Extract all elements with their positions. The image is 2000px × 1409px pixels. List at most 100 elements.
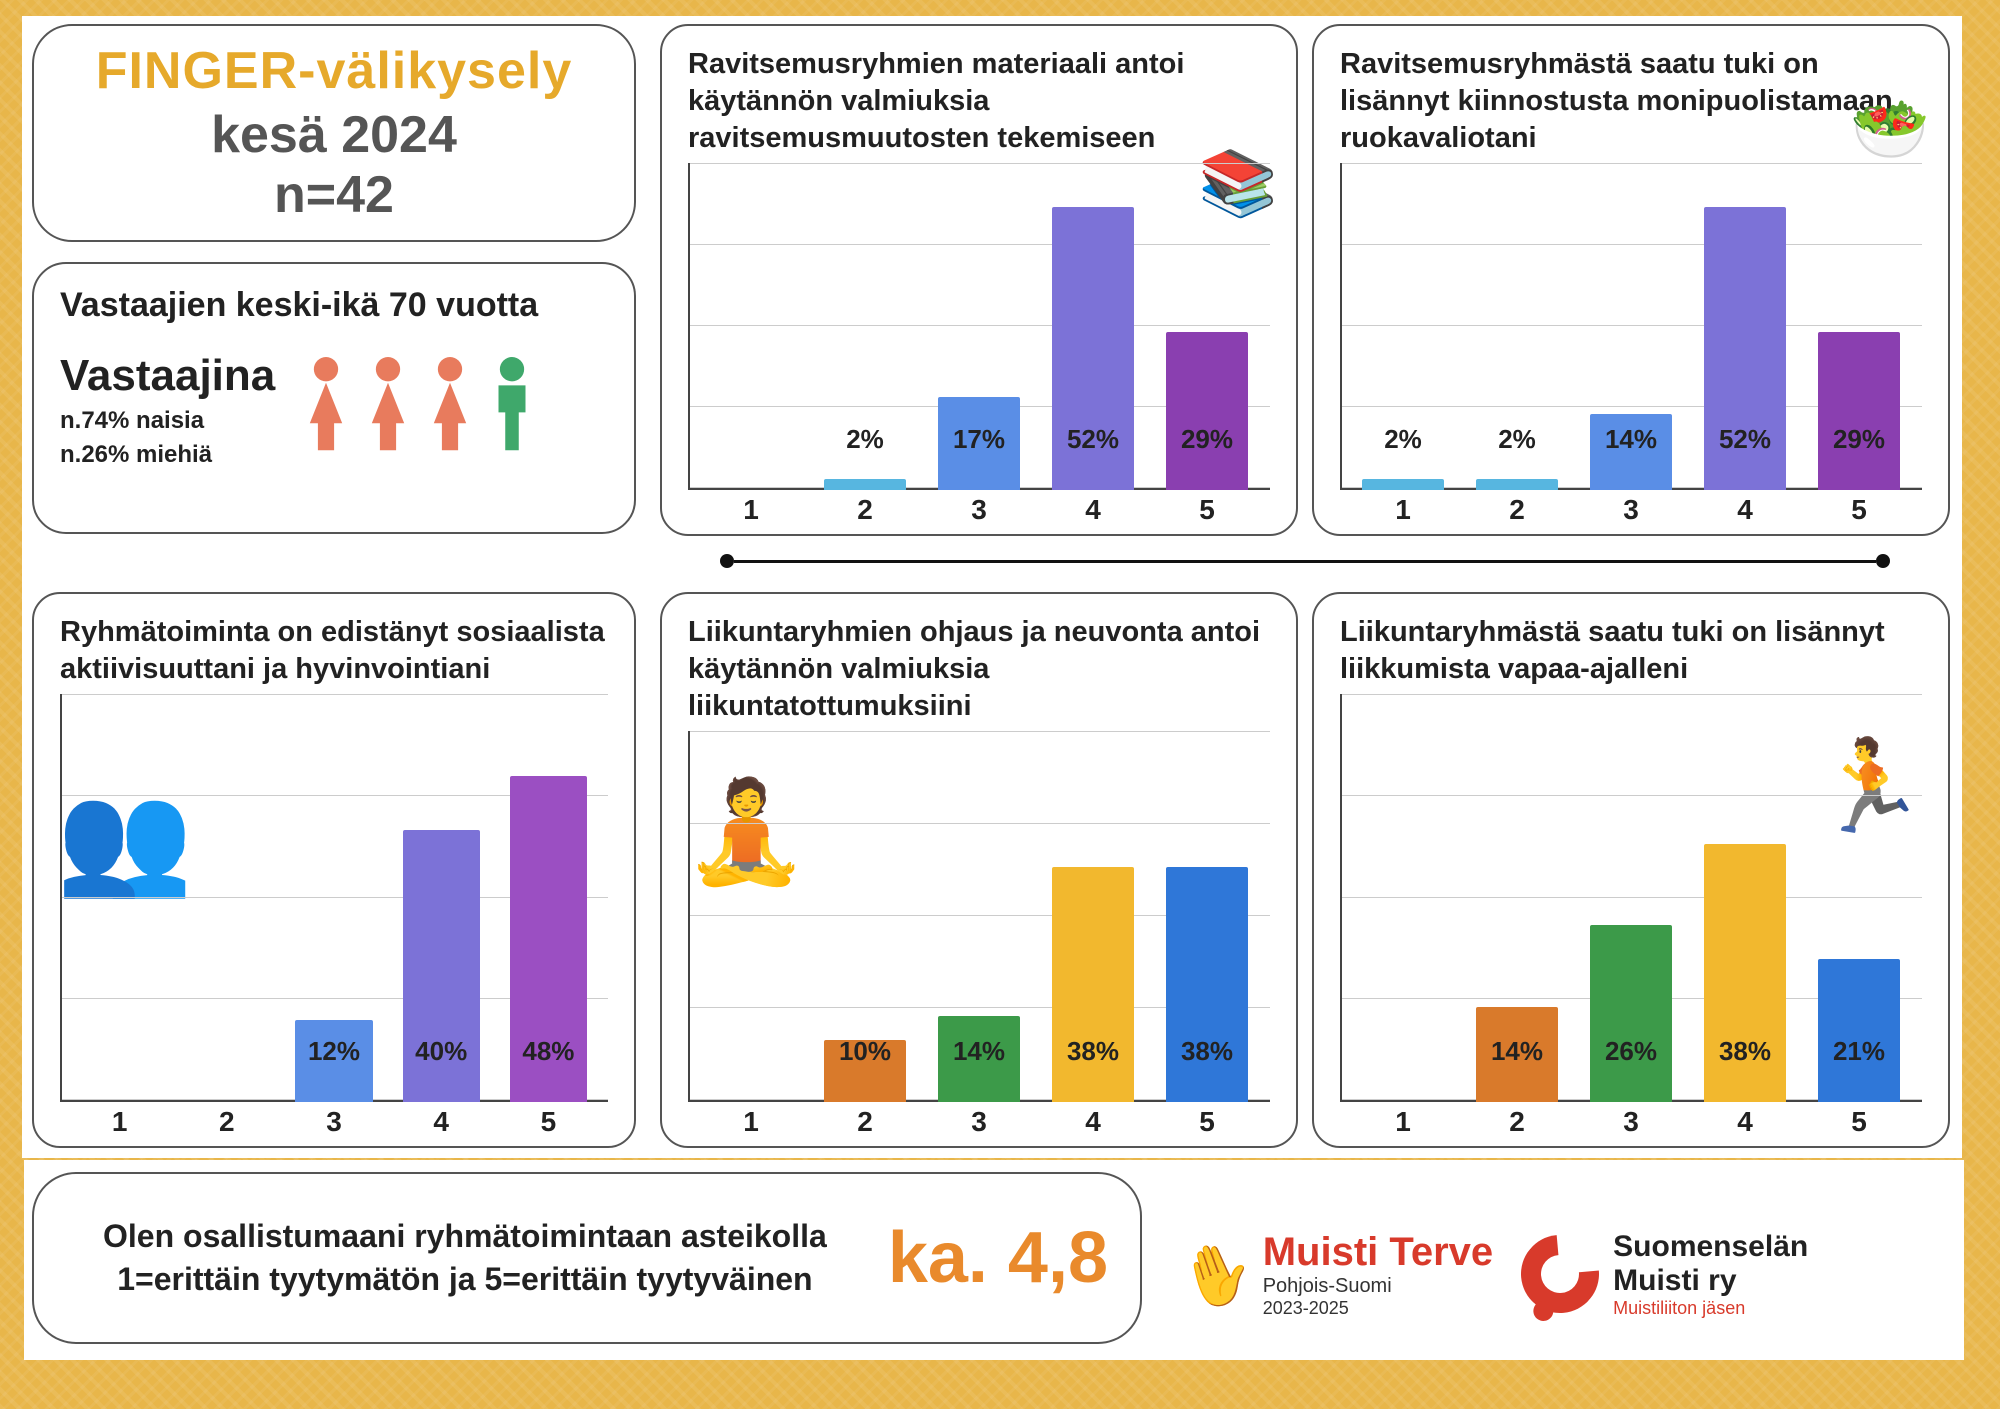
bar-col xyxy=(173,694,280,1102)
demographics-card: Vastaajien keski-ikä 70 vuotta Vastaajin… xyxy=(32,262,636,534)
bar-col: 17% xyxy=(922,163,1036,490)
bar-col: 26% xyxy=(1574,694,1688,1102)
logo-muisti-terve: ✋ Muisti Terve Pohjois-Suomi 2023-2025 xyxy=(1180,1230,1493,1319)
x-tick-label: 1 xyxy=(694,1106,808,1138)
x-tick-label: 5 xyxy=(1150,1106,1264,1138)
chart-bars: 2% 2% 14% 52% 29% xyxy=(1340,163,1922,490)
chart-xaxis: 12345 xyxy=(1340,490,1922,526)
bar-col: 14% xyxy=(1574,163,1688,490)
x-tick-label: 3 xyxy=(1574,1106,1688,1138)
x-tick-label: 4 xyxy=(1036,1106,1150,1138)
bar xyxy=(1166,332,1248,490)
question-mark-icon xyxy=(1505,1219,1615,1329)
bar-value-label: 38% xyxy=(1067,1036,1119,1067)
bar-value-label: 40% xyxy=(415,1036,467,1067)
women-pct: n.74% naisia xyxy=(60,407,275,435)
x-tick-label: 5 xyxy=(1150,494,1264,526)
chart-xaxis: 12345 xyxy=(60,1102,608,1138)
bar-col: 29% xyxy=(1802,163,1916,490)
x-tick-label: 5 xyxy=(495,1106,602,1138)
title-line2: kesä 2024 xyxy=(58,105,610,165)
person-female-icon xyxy=(299,347,353,472)
bar-value-label: 52% xyxy=(1719,424,1771,455)
summary-card: Olen osallistumaani ryhmätoimintaan aste… xyxy=(32,1172,1142,1344)
x-tick-label: 2 xyxy=(1460,1106,1574,1138)
bar xyxy=(1818,959,1900,1102)
title-card: FINGER-välikysely kesä 2024 n=42 xyxy=(32,24,636,242)
bar-col: 38% xyxy=(1688,694,1802,1102)
bar-value-label: 38% xyxy=(1181,1036,1233,1067)
bar-col: 21% xyxy=(1802,694,1916,1102)
bar xyxy=(824,479,906,490)
chart-bars: 14% 26% 38% 21% xyxy=(1340,694,1922,1102)
x-tick-label: 1 xyxy=(1346,1106,1460,1138)
bar-value-label: 17% xyxy=(953,424,1005,455)
x-tick-label: 5 xyxy=(1802,494,1916,526)
bar-value-label: 2% xyxy=(1498,424,1536,455)
bar-col: 2% xyxy=(1346,163,1460,490)
x-tick-label: 3 xyxy=(280,1106,387,1138)
bar-col xyxy=(66,694,173,1102)
title-line1: FINGER-välikysely xyxy=(58,41,610,101)
average-age-text: Vastaajien keski-ikä 70 vuotta xyxy=(60,286,608,325)
chart-nutrition-support: Ravitsemusryhmästä saatu tuki on lisänny… xyxy=(1312,24,1950,536)
bar-col: 40% xyxy=(388,694,495,1102)
hand-icon: ✋ xyxy=(1170,1228,1264,1320)
x-tick-label: 1 xyxy=(694,494,808,526)
bar-value-label: 2% xyxy=(846,424,884,455)
bar-col: 52% xyxy=(1036,163,1150,490)
x-tick-label: 4 xyxy=(388,1106,495,1138)
bar-value-label: 12% xyxy=(308,1036,360,1067)
bar-col: 2% xyxy=(808,163,922,490)
respondents-heading: Vastaajina xyxy=(60,351,275,401)
bar-col: 14% xyxy=(922,731,1036,1102)
x-tick-label: 2 xyxy=(173,1106,280,1138)
bar-col: 12% xyxy=(280,694,387,1102)
x-tick-label: 3 xyxy=(1574,494,1688,526)
bar-value-label: 38% xyxy=(1719,1036,1771,1067)
bar-col xyxy=(1346,694,1460,1102)
chart-bars: 2% 17% 52% 29% xyxy=(688,163,1270,490)
x-tick-label: 2 xyxy=(808,1106,922,1138)
chart-exercise-support: Liikuntaryhmästä saatu tuki on lisännyt … xyxy=(1312,592,1950,1148)
bar-col xyxy=(694,731,808,1102)
chart-xaxis: 12345 xyxy=(688,490,1270,526)
x-tick-label: 5 xyxy=(1802,1106,1916,1138)
chart-nutrition-material: Ravitsemusryhmien materiaali antoi käytä… xyxy=(660,24,1298,536)
men-pct: n.26% miehiä xyxy=(60,441,275,469)
chart-social-wellbeing: Ryhmätoiminta on edistänyt sosiaalista a… xyxy=(32,592,636,1148)
bar-col: 38% xyxy=(1150,731,1264,1102)
bar-col: 2% xyxy=(1460,163,1574,490)
bar-value-label: 10% xyxy=(839,1036,891,1067)
bar-value-label: 14% xyxy=(1491,1036,1543,1067)
chart-title: Ravitsemusryhmästä saatu tuki on lisänny… xyxy=(1340,46,1922,157)
chart-title: Ravitsemusryhmien materiaali antoi käytä… xyxy=(688,46,1270,157)
bar-col: 29% xyxy=(1150,163,1264,490)
logo-sm-line1: Suomenselän xyxy=(1613,1230,1808,1264)
bar-col xyxy=(694,163,808,490)
bar xyxy=(1362,479,1444,490)
bar-value-label: 21% xyxy=(1833,1036,1885,1067)
summary-average: ka. 4,8 xyxy=(888,1217,1108,1299)
bar-col: 10% xyxy=(808,731,922,1102)
chart-bars: 12%40%48% xyxy=(60,694,608,1102)
bar-value-label: 29% xyxy=(1181,424,1233,455)
salad-icon: 🥗 xyxy=(1850,92,1930,167)
person-female-icon xyxy=(423,347,477,472)
bar-value-label: 52% xyxy=(1067,424,1119,455)
chart-bars: 10% 14% 38% 38% xyxy=(688,731,1270,1102)
logo-suomenselan: Suomenselän Muisti ry Muistiliiton jäsen xyxy=(1521,1230,1808,1319)
connector-line xyxy=(720,554,1890,568)
x-tick-label: 4 xyxy=(1688,494,1802,526)
x-tick-label: 1 xyxy=(1346,494,1460,526)
x-tick-label: 3 xyxy=(922,494,1036,526)
x-tick-label: 2 xyxy=(1460,494,1574,526)
summary-text: Olen osallistumaani ryhmätoimintaan aste… xyxy=(66,1215,864,1301)
chart-xaxis: 12345 xyxy=(688,1102,1270,1138)
x-tick-label: 1 xyxy=(66,1106,173,1138)
bar-col: 38% xyxy=(1036,731,1150,1102)
logos-row: ✋ Muisti Terve Pohjois-Suomi 2023-2025 S… xyxy=(1180,1184,1980,1364)
bar xyxy=(1818,332,1900,490)
bar-value-label: 14% xyxy=(1605,424,1657,455)
title-line3: n=42 xyxy=(58,165,610,225)
